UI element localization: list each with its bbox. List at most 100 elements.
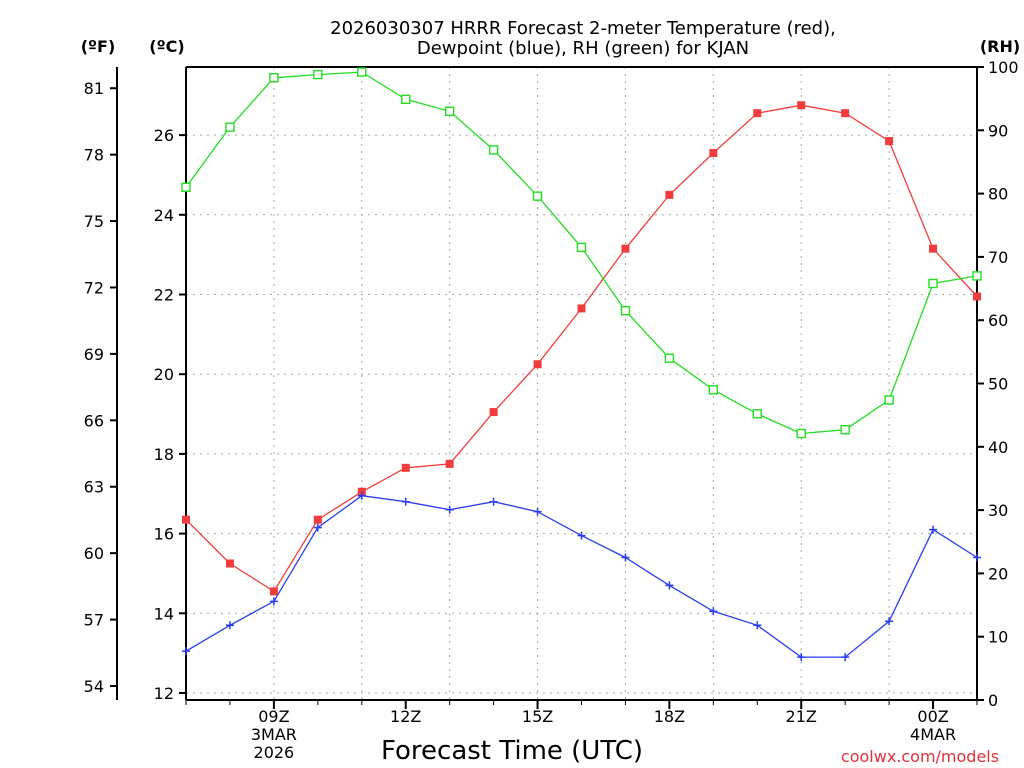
rh-point [884,395,894,405]
dewpoint-point [577,531,586,540]
rh-tick-label: 90 [988,121,1008,140]
fahrenheit-unit-label: (ºF) [81,37,116,56]
dewpoint-point [709,607,718,616]
x-tick-label: 00Z [917,707,948,726]
celsius-tick-label: 14 [154,604,174,623]
fahrenheit-tick-label: 69 [84,345,104,364]
celsius-tick-label: 24 [154,206,174,225]
temperature-point [401,463,410,472]
dewpoint-point [313,523,322,532]
rh-point [840,425,850,435]
fahrenheit-tick-label: 63 [84,478,104,497]
temperature-point [313,515,322,524]
temperature-point [841,109,850,118]
dewpoint-point [929,525,938,534]
celsius-tick-label: 18 [154,445,174,464]
axes: 54 57 60 63 66 69 72 75 78 81 12 14 16 18 20 22 24 26 0 10 2… [84,58,1019,762]
x-tick-label: 12Z [390,707,421,726]
rh-tick-label: 40 [988,438,1008,457]
dewpoint-point [182,647,190,656]
rh-point [269,73,279,83]
rh-tick-label: 0 [988,691,998,710]
x-tick-label: 21Z [786,707,817,726]
rh-tick-label: 30 [988,501,1008,520]
series-rh [181,67,982,439]
dewpoint-point [401,497,410,506]
temperature-line [185,104,978,593]
x-tick-label: 2026 [254,743,295,762]
rh-point [181,182,191,192]
x-tick-label: 3MAR [251,725,297,744]
dewpoint-point [973,553,981,562]
temperature-point [885,137,894,146]
rh-point [796,428,806,439]
temperature-point [225,559,234,568]
dewpoint-point [665,581,674,590]
temperature-point [665,190,674,199]
dewpoint-point [841,653,850,662]
rh-point [664,353,675,363]
credit-text: coolwx.com/models [841,747,999,766]
rh-point [444,106,455,117]
fahrenheit-tick-label: 66 [84,411,104,430]
rh-tick-label: 60 [988,311,1008,330]
series-temperature [182,101,981,596]
dewpoint-point [753,621,762,630]
rh-tick-label: 100 [988,58,1019,77]
rh-point [225,122,235,132]
dewpoint-point [533,507,542,516]
rh-point [313,69,323,80]
dewpoint-line [185,495,978,658]
x-tick-label: 09Z [258,707,289,726]
rh-point [620,306,631,316]
dewpoint-point [489,497,498,506]
rh-point [401,94,411,104]
fahrenheit-tick-label: 60 [84,544,104,563]
dewpoint-point [445,505,454,514]
series-dewpoint [182,491,981,662]
dewpoint-point [225,621,234,630]
fahrenheit-tick-label: 72 [84,278,104,297]
rh-tick-label: 80 [988,185,1008,204]
fahrenheit-tick-label: 75 [84,212,104,231]
x-tick-label: 4MAR [910,725,956,744]
x-tick-label: 15Z [522,707,553,726]
rh-point [357,67,367,77]
rh-tick-label: 20 [988,564,1008,583]
temperature-point [621,244,630,253]
chart-title-line-1: 2026030307 HRRR Forecast 2-meter Tempera… [330,18,836,39]
rh-point [752,409,762,419]
temperature-point [709,149,718,158]
temperature-point [445,459,454,468]
dewpoint-point [621,553,630,562]
temperature-point [489,408,498,417]
fahrenheit-tick-label: 54 [84,677,104,696]
celsius-tick-label: 22 [154,286,174,305]
celsius-tick-label: 26 [154,126,174,145]
temperature-point [797,101,806,110]
rh-tick-label: 70 [988,248,1008,267]
rh-tick-label: 10 [988,628,1008,647]
temperature-point [533,360,542,369]
celsius-tick-label: 16 [154,525,174,544]
rh-point [576,242,587,253]
chart-title-line-2: Dewpoint (blue), RH (green) for KJAN [417,38,749,59]
x-tick-label: 18Z [654,707,685,726]
temperature-point [269,587,278,596]
temperature-point [753,109,762,118]
rh-point [972,271,982,281]
rh-point [532,191,543,201]
dewpoint-point [797,653,806,662]
dewpoint-point [357,491,366,500]
fahrenheit-tick-label: 78 [84,146,104,165]
rh-unit-label: (RH) [980,37,1020,56]
dewpoint-point [885,617,894,626]
rh-point [488,145,499,155]
gridlines [186,67,977,700]
celsius-tick-label: 12 [154,684,174,703]
temperature-point [182,515,190,524]
temperature-point [973,292,981,301]
fahrenheit-tick-label: 81 [84,79,104,98]
temperature-point [577,304,586,313]
